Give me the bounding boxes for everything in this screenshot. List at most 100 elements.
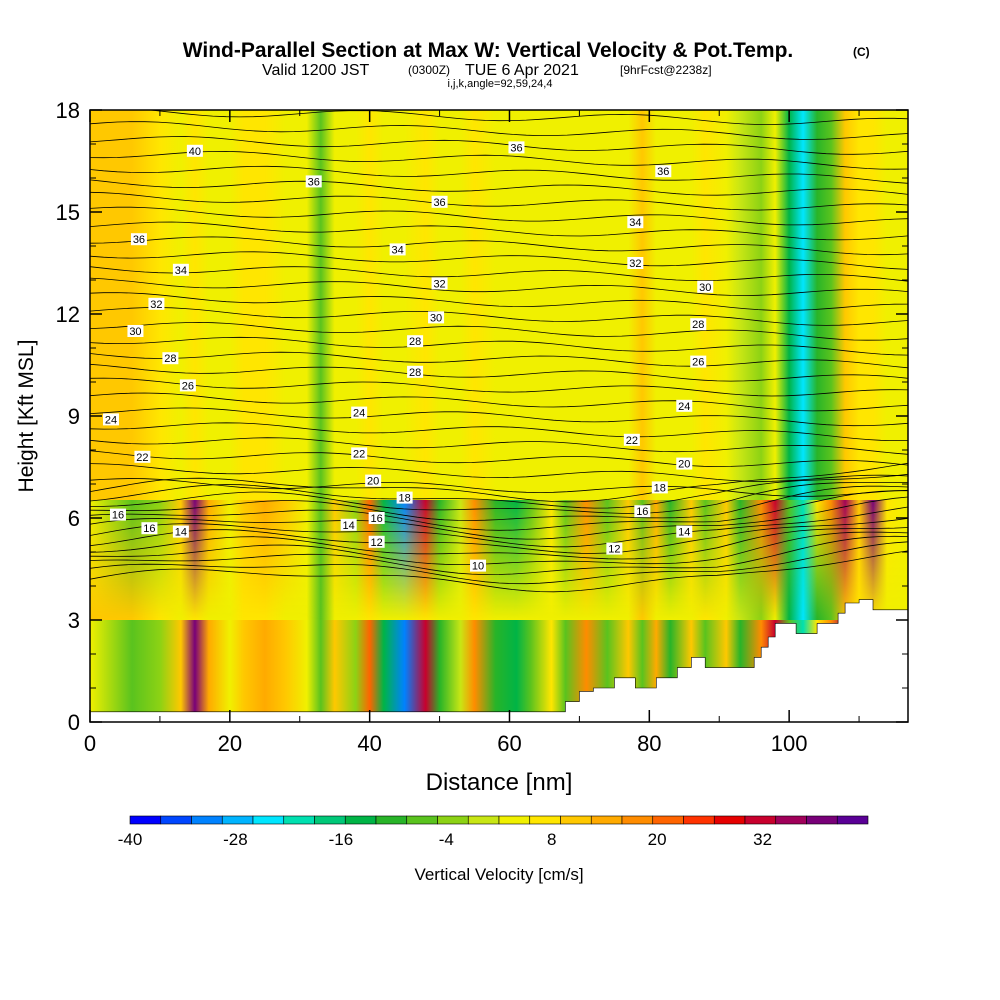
colorbar-swatch <box>775 815 807 825</box>
isentrope-line <box>90 292 908 311</box>
colorbar-swatch <box>836 815 869 825</box>
colorbar-swatch <box>467 815 500 825</box>
isentrope-label-text: 18 <box>654 482 666 494</box>
x-axis-label: Distance [nm] <box>426 769 573 796</box>
isentrope-line <box>90 377 908 397</box>
isentrope-label-bg <box>428 311 445 324</box>
colorbar-tick-label: -4 <box>439 830 454 849</box>
colorbar-tick-label: -40 <box>118 830 143 849</box>
isentrope-label: 14 <box>340 518 357 532</box>
subtitle-date: TUE 6 Apr 2021 <box>465 62 579 79</box>
y-axis-label: Height [Kft MSL] <box>15 340 38 493</box>
title-mark: (C) <box>853 45 870 59</box>
isentrope-label-bg <box>340 518 357 531</box>
isentrope-line <box>90 506 908 548</box>
isentrope-label-text: 12 <box>371 537 383 549</box>
isentrope-label-bg <box>690 318 707 331</box>
isentrope-label-bg <box>431 277 448 290</box>
colorbar-tick-label: 8 <box>547 830 556 849</box>
isentrope-label-bg <box>676 525 693 538</box>
isentrope-label: 24 <box>102 413 119 426</box>
isentrope-line <box>146 110 908 125</box>
isentrope-label: 10 <box>470 559 487 573</box>
isentrope-label: 32 <box>627 257 644 270</box>
isentrope-label-text: 18 <box>398 493 410 505</box>
isentrope-line <box>90 531 908 566</box>
x-tick-label: 40 <box>357 731 381 756</box>
isentrope-label-bg <box>134 450 151 463</box>
isentrope-label-text: 20 <box>367 476 379 488</box>
isentrope-label: 28 <box>690 318 707 331</box>
isentrope-line <box>90 150 908 170</box>
isentrope-label: 26 <box>690 355 707 369</box>
isentrope-label-bg <box>623 433 640 446</box>
isentrope-label: 36 <box>508 141 525 154</box>
isentrope-label: 14 <box>676 525 693 539</box>
isentrope-label-bg <box>407 365 424 378</box>
isentrope-label-text: 30 <box>129 326 141 338</box>
isentrope-line <box>90 191 908 211</box>
isentrope-line <box>90 221 908 241</box>
colorbar-label: Vertical Velocity [cm/s] <box>414 865 583 884</box>
isentrope-label-text: 30 <box>699 282 711 294</box>
isentrope-line <box>90 136 908 155</box>
isentrope-line <box>90 236 908 256</box>
isentrope-label: 16 <box>109 508 126 522</box>
isentrope-label-text: 36 <box>133 234 145 246</box>
colorbar-swatch <box>560 815 592 825</box>
isentrope-label-text: 24 <box>678 401 690 413</box>
isentrope-label-bg <box>690 355 707 368</box>
isentrope-label-text: 14 <box>343 520 355 532</box>
isentrope-line <box>90 321 908 341</box>
isentrope-label-bg <box>697 280 714 293</box>
isentrope-label: 34 <box>172 263 189 277</box>
isentrope-label: 12 <box>368 535 385 549</box>
isentrope-line <box>90 541 908 585</box>
isentrope-label-bg <box>407 335 424 348</box>
isentrope-label-text: 16 <box>636 506 648 518</box>
x-tick-label: 100 <box>771 731 808 756</box>
isentrope-label: 16 <box>634 505 651 518</box>
isentrope-label-bg <box>365 474 382 487</box>
isentrope-label-text: 12 <box>608 544 620 556</box>
isentrope-label: 40 <box>186 144 203 158</box>
isentrope-label: 20 <box>676 457 693 471</box>
x-axis: 0 20 40 60 80 100 <box>84 110 860 756</box>
isentrope-line <box>90 550 908 593</box>
isentrope-label-bg <box>162 352 179 365</box>
x-tick-label: 20 <box>218 731 242 756</box>
isentrope-label-bg <box>389 243 406 256</box>
y-tick-label: 0 <box>68 710 80 735</box>
isentrope-label: 30 <box>697 280 714 294</box>
isentrope-label-text: 24 <box>353 408 365 420</box>
isentrope-label-text: 24 <box>105 414 117 426</box>
isentrope-line <box>90 336 908 356</box>
isentrope-label-bg <box>130 233 147 246</box>
colorbar-swatch <box>252 815 285 825</box>
colorbar-swatch <box>437 815 469 825</box>
isentrope-label-bg <box>627 257 644 269</box>
y-tick-label: 12 <box>56 302 80 327</box>
isentrope-line <box>90 277 908 297</box>
isentrope-line <box>90 496 908 540</box>
isentrope-label-text: 16 <box>112 510 124 522</box>
y-tick-label: 6 <box>68 506 80 531</box>
isentrope-label-bg <box>396 491 413 504</box>
isentrope-label-text: 40 <box>189 146 201 158</box>
isentrope-label-text: 36 <box>657 166 669 178</box>
isentrope-label: 36 <box>130 233 147 246</box>
colorbar-swatch <box>744 815 777 825</box>
subtitle-valid: Valid 1200 JST <box>262 62 370 79</box>
isentrope-label: 30 <box>428 311 445 324</box>
colorbar: -40 -28 -16 -4 8 20 32 <box>118 815 869 849</box>
isentrope-label-bg <box>172 525 189 538</box>
isentrope-line <box>90 437 908 455</box>
isentrope-label-text: 14 <box>678 527 690 539</box>
isentrope-label-bg <box>634 505 651 518</box>
x-tick-label: 0 <box>84 731 96 756</box>
grid-indices-label: i,j,k,angle=92,59,24,4 <box>448 78 553 90</box>
colorbar-swatch <box>221 815 254 825</box>
isentrope-label-bg <box>431 195 448 208</box>
isentrope-line <box>90 450 908 468</box>
